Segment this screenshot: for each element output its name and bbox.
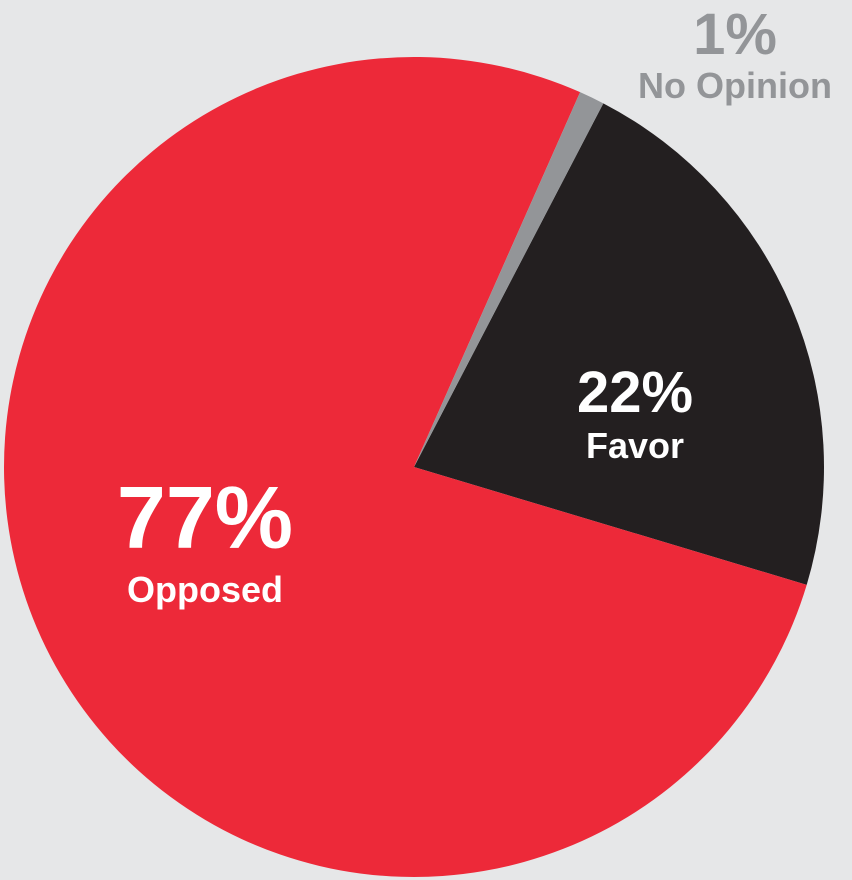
pie-slice-opposed: [4, 56, 807, 878]
slice-name-label-no-opinion: No Opinion: [638, 65, 832, 106]
pie-slices: [4, 56, 824, 878]
slice-value-label-no-opinion: 1%: [693, 2, 777, 67]
pie-slice-no-opinion: [414, 92, 604, 467]
slice-value-label-opposed: 77%: [117, 468, 293, 567]
slice-name-label-favor: Favor: [586, 425, 684, 466]
pie-labels: 22%Favor 77%Opposed 1%No Opinion: [117, 2, 832, 610]
pie-slice-favor: [414, 103, 824, 585]
slice-name-label-opposed: Opposed: [127, 569, 283, 610]
slice-value-label-favor: 22%: [577, 360, 693, 425]
